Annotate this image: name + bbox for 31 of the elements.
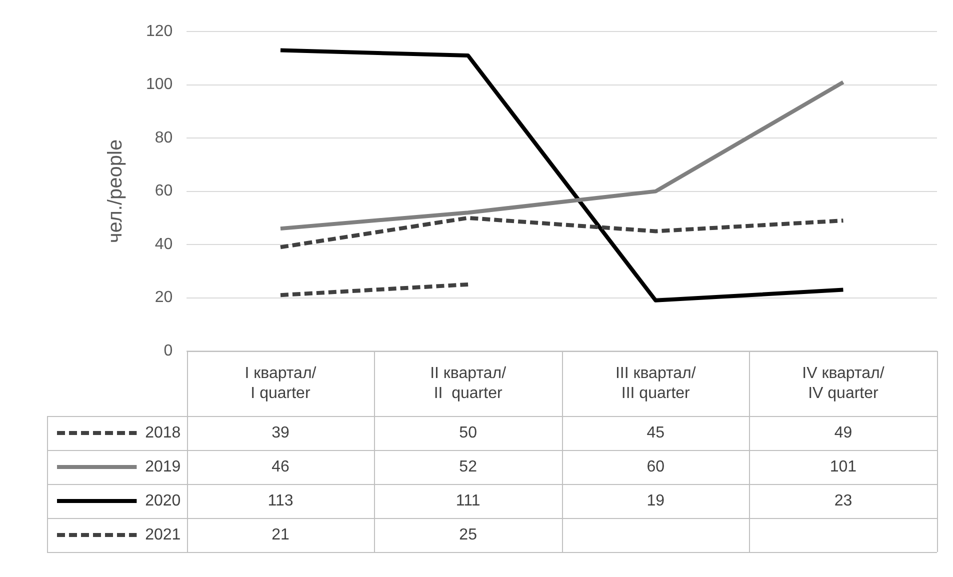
data-label: 45 <box>646 424 665 442</box>
data-label: 23 <box>834 492 852 510</box>
legend-label: 2021 <box>145 526 181 544</box>
data-label: 19 <box>646 492 665 510</box>
data-label: 25 <box>459 526 478 544</box>
y-tick-label: 20 <box>154 289 173 306</box>
data-label: 49 <box>834 424 852 442</box>
x-tick-label: IV квартал/ IV quarter <box>802 364 885 402</box>
y-tick-label: 40 <box>154 236 173 253</box>
y-tick-label: 60 <box>154 182 173 200</box>
data-label: 21 <box>272 526 290 544</box>
y-tick-label: 100 <box>146 76 173 94</box>
data-label: 46 <box>272 458 290 476</box>
line-series <box>278 216 846 250</box>
legend-label: 2019 <box>145 458 181 476</box>
x-tick-label: II квартал/ II quarter <box>430 364 507 402</box>
data-label: 113 <box>268 492 294 510</box>
legend-label: 2020 <box>145 492 181 510</box>
x-tick-label: III квартал/ III quarter <box>615 364 696 402</box>
data-label: 101 <box>830 458 857 476</box>
x-tick-label: I квартал/ I quarter <box>244 364 317 402</box>
data-label: 52 <box>459 458 478 476</box>
y-tick-label: 120 <box>146 23 173 40</box>
data-label: 60 <box>646 458 665 476</box>
legend-label: 2018 <box>145 424 181 442</box>
data-label: 50 <box>459 424 478 442</box>
y-tick-label: 80 <box>154 129 173 146</box>
data-label: 111 <box>456 492 480 510</box>
y-tick-label: 0 <box>164 342 173 360</box>
data-label: 39 <box>272 424 290 442</box>
y-axis-title: чел./people <box>104 139 127 244</box>
